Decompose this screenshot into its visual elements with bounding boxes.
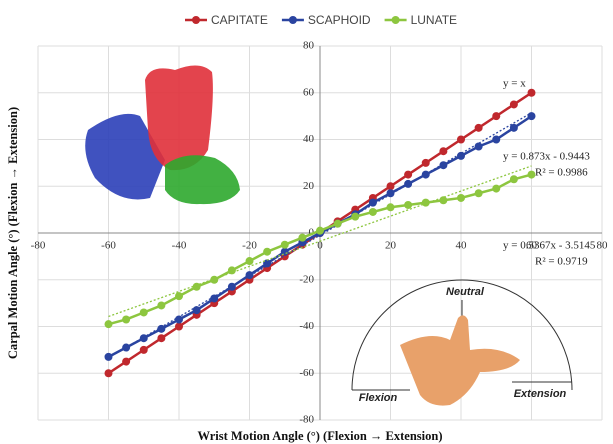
data-point <box>439 161 448 170</box>
data-point <box>474 142 483 151</box>
data-point <box>457 151 465 160</box>
data-point <box>192 306 201 315</box>
data-point <box>509 123 518 132</box>
data-point <box>404 179 413 188</box>
data-point <box>386 189 395 198</box>
y-tick-label: -40 <box>299 320 314 332</box>
data-point <box>404 170 413 179</box>
data-point <box>245 257 254 266</box>
x-tick-label: -40 <box>172 240 187 252</box>
annotation: R² = 0.9719 <box>535 256 588 268</box>
data-point <box>192 282 201 291</box>
carpal-bones-image <box>85 65 240 205</box>
y-tick-label: 60 <box>303 86 315 98</box>
x-tick-label: -20 <box>242 240 257 252</box>
data-point <box>386 203 395 212</box>
x-tick-label: 60 <box>526 240 538 252</box>
data-point <box>439 147 448 156</box>
y-tick-label: -20 <box>299 273 314 285</box>
data-point <box>421 170 430 179</box>
legend-label: CAPITATE <box>211 13 268 27</box>
data-point <box>421 158 430 167</box>
annotation: y = x <box>503 78 526 90</box>
legend-label: LUNATE <box>411 13 457 27</box>
data-point <box>492 135 501 144</box>
data-point <box>227 282 236 291</box>
data-point <box>509 175 518 184</box>
data-point <box>139 345 148 354</box>
annotation: y = 0.5367x - 3.5145 <box>503 240 596 252</box>
data-point <box>368 207 377 216</box>
data-point <box>122 343 131 352</box>
data-point <box>474 123 483 132</box>
legend-label: SCAPHOID <box>308 13 371 27</box>
data-point <box>122 315 131 324</box>
data-point <box>157 334 166 343</box>
data-point <box>263 247 272 256</box>
x-tick-label: 80 <box>597 240 609 252</box>
data-point <box>351 212 360 221</box>
y-tick-label: -80 <box>299 414 314 426</box>
data-point <box>439 196 448 205</box>
x-tick-label: -60 <box>101 240 116 252</box>
data-point <box>368 198 377 207</box>
x-axis-title: Wrist Motion Angle (°) (Flexion → Extens… <box>197 429 442 443</box>
y-tick-label: 20 <box>303 180 315 192</box>
data-point <box>104 320 113 329</box>
hand-image: Neutral Flexion Extension <box>351 279 573 406</box>
data-point <box>492 112 501 121</box>
annotation: R² = 0.9986 <box>535 167 588 179</box>
data-point <box>175 322 183 331</box>
y-tick-label: 80 <box>303 40 315 52</box>
y-tick-label: 0 <box>309 227 315 239</box>
data-point <box>175 315 183 324</box>
data-point <box>527 88 536 97</box>
data-point <box>263 259 272 268</box>
data-point <box>139 334 148 343</box>
legend-swatch <box>192 16 200 24</box>
data-point <box>104 369 113 378</box>
data-point <box>457 135 465 144</box>
data-point <box>210 294 219 303</box>
y-tick-label: 40 <box>303 133 315 145</box>
annotation: y = 0.873x - 0.9443 <box>503 151 590 163</box>
data-point <box>245 271 254 280</box>
inset-label: Extension <box>514 388 567 400</box>
data-point <box>474 189 483 198</box>
x-tick-label: 20 <box>385 240 397 252</box>
y-tick-label: -60 <box>299 367 314 379</box>
legend-swatch <box>288 16 297 24</box>
data-point <box>527 112 536 121</box>
data-point <box>280 240 289 249</box>
data-point <box>509 100 518 109</box>
data-point <box>210 275 219 284</box>
data-point <box>316 226 324 235</box>
data-point <box>333 219 342 228</box>
x-tick-label: 40 <box>456 240 468 252</box>
data-point <box>104 352 113 361</box>
data-point <box>175 292 183 301</box>
data-point <box>139 308 148 317</box>
data-point <box>457 193 465 202</box>
x-tick-label: 0 <box>317 240 323 252</box>
data-point <box>227 266 236 275</box>
data-point <box>157 324 166 333</box>
data-point <box>386 182 395 191</box>
y-axis-title: Carpal Motion Angle (°) (Flexion → Exten… <box>6 107 20 359</box>
data-point <box>298 233 307 242</box>
data-point <box>157 301 166 310</box>
legend-swatch <box>391 16 400 24</box>
data-point <box>421 198 430 207</box>
data-point <box>122 357 131 366</box>
trendline <box>108 165 532 318</box>
data-point <box>492 184 501 193</box>
inset-label: Neutral <box>446 286 485 298</box>
plot: -80 -60 -40 -20 0 20 40 60 80 -80 -60 -40 -20 0 20 40 60… <box>31 40 608 426</box>
data-point <box>527 170 536 179</box>
data-point <box>404 200 413 209</box>
x-tick-label: -80 <box>31 240 46 252</box>
inset-label: Flexion <box>359 392 398 404</box>
